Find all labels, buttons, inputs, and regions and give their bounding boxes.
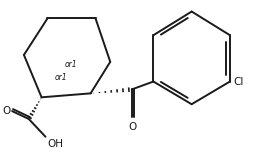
Text: or1: or1 — [65, 60, 77, 69]
Text: O: O — [2, 106, 10, 116]
Text: or1: or1 — [55, 73, 68, 82]
Text: O: O — [129, 122, 137, 132]
Text: Cl: Cl — [234, 77, 244, 86]
Text: OH: OH — [47, 139, 63, 149]
